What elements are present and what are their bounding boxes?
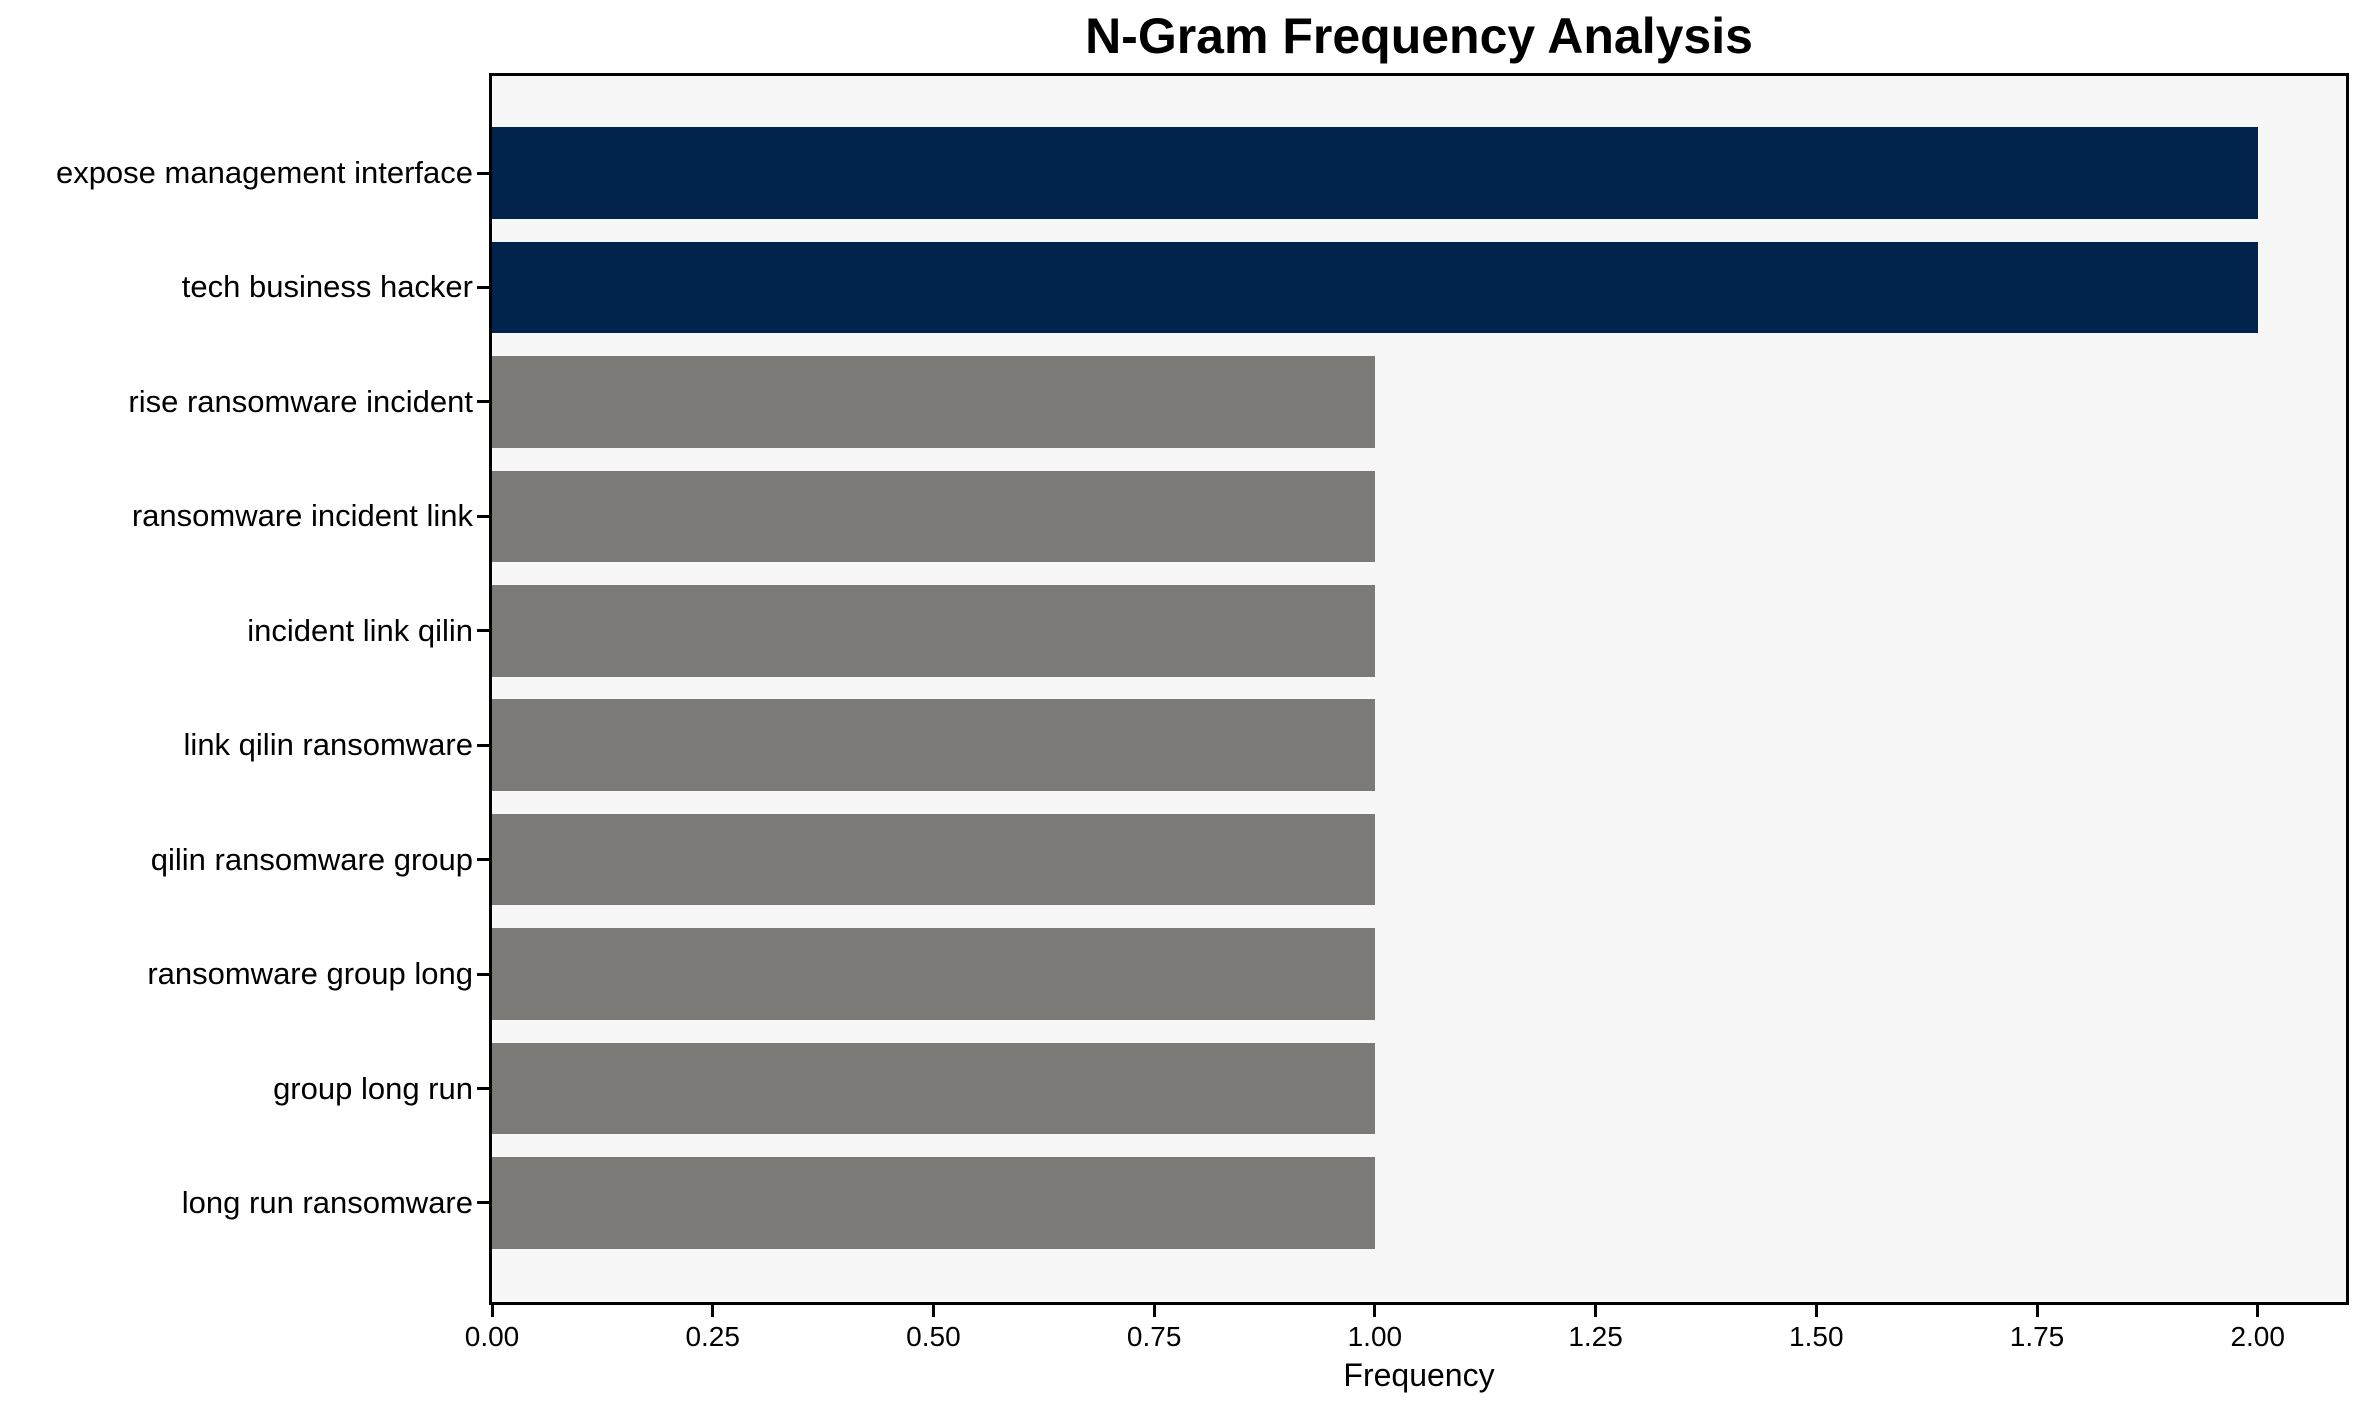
bar-long-run-ransomware xyxy=(492,1157,1375,1249)
x-tick-label: 1.00 xyxy=(1347,1321,1403,1352)
x-tick-mark xyxy=(931,1305,935,1317)
y-tick-label: tech business hacker xyxy=(181,269,473,305)
bar-qilin-ransomware-group xyxy=(492,813,1375,906)
bar-incident-link-qilin xyxy=(492,585,1375,677)
x-tick-mark xyxy=(1152,1305,1156,1317)
y-tick-mark xyxy=(477,514,489,518)
x-tick-mark xyxy=(711,1305,715,1317)
x-tick-label: 1.75 xyxy=(2009,1321,2065,1352)
y-tick-label: incident link qilin xyxy=(247,612,473,648)
y-tick-label: ransomware incident link xyxy=(131,498,473,534)
y-tick-mark xyxy=(477,858,489,862)
y-tick-mark xyxy=(477,743,489,747)
x-tick-label: 0.25 xyxy=(685,1321,740,1352)
y-tick-label: group long run xyxy=(273,1070,473,1106)
x-tick-label: 0.00 xyxy=(464,1321,520,1352)
bar-ransomware-group-long xyxy=(492,928,1375,1020)
y-tick-mark xyxy=(477,285,489,289)
x-tick-label: 1.25 xyxy=(1568,1321,1623,1352)
y-tick-mark xyxy=(477,1087,489,1091)
bar-rise-ransomware-incident xyxy=(492,356,1375,448)
y-tick-label: expose management interface xyxy=(55,155,473,190)
chart-title: N-Gram Frequency Analysis xyxy=(1085,8,1753,64)
bar-link-qilin-ransomware xyxy=(492,699,1375,791)
bar-group-long-run xyxy=(492,1042,1375,1135)
x-tick-mark xyxy=(2035,1305,2039,1317)
x-tick-label: 2.00 xyxy=(2230,1321,2285,1352)
x-tick-mark xyxy=(1814,1305,1818,1317)
x-tick-mark xyxy=(2256,1305,2260,1317)
y-tick-mark xyxy=(477,972,489,976)
bar-expose-management-interface xyxy=(492,127,2258,219)
y-tick-mark xyxy=(477,171,489,175)
y-tick-label: rise ransomware incident xyxy=(128,383,473,419)
x-tick-label: 0.75 xyxy=(1126,1321,1182,1352)
x-tick-mark xyxy=(1594,1305,1598,1317)
y-tick-label: link qilin ransomware xyxy=(183,727,473,763)
y-tick-mark xyxy=(477,1201,489,1205)
x-tick-label: 1.50 xyxy=(1789,1321,1844,1352)
x-tick-mark xyxy=(1373,1305,1377,1317)
y-tick-label: qilin ransomware group xyxy=(150,841,473,877)
x-axis-label: Frequency xyxy=(1343,1357,1495,1393)
bar-ransomware-incident-link xyxy=(492,470,1375,563)
y-tick-mark xyxy=(477,629,489,633)
bar-tech-business-hacker xyxy=(492,241,2258,334)
y-tick-mark xyxy=(477,400,489,404)
y-tick-label: ransomware group long xyxy=(147,956,473,992)
x-tick-label: 0.50 xyxy=(906,1321,961,1352)
y-tick-label: long run ransomware xyxy=(181,1184,473,1220)
x-tick-mark xyxy=(490,1305,494,1317)
